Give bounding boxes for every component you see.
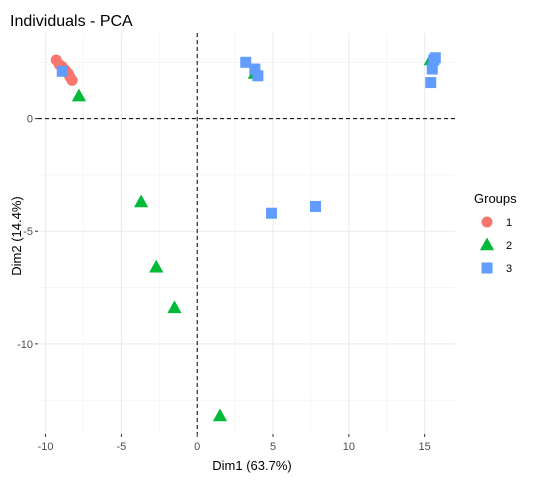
x-tick-label: 5 <box>270 441 276 453</box>
y-tick-label: -10 <box>17 339 33 351</box>
legend-label-group-3: 3 <box>506 263 512 275</box>
x-tick-label: 0 <box>194 441 200 453</box>
y-axis-title: Dim2 (14.4%) <box>9 196 24 275</box>
chart-title: Individuals - PCA <box>10 13 133 30</box>
legend-label-group-1: 1 <box>506 217 512 229</box>
legend-title: Groups <box>474 191 517 206</box>
data-point-group-3 <box>310 201 321 212</box>
data-point-group-1 <box>67 75 78 86</box>
legend: Groups 1 2 3 <box>474 191 517 275</box>
grid-lines <box>38 33 455 434</box>
data-point-group-2 <box>149 260 163 273</box>
legend-key-group-2 <box>480 238 494 251</box>
data-point-group-3 <box>430 52 441 63</box>
legend-key-group-3 <box>482 263 493 274</box>
x-tick-label: 10 <box>343 441 355 453</box>
x-tick-label: -10 <box>38 441 54 453</box>
x-tick-label: 15 <box>419 441 431 453</box>
legend-items: 1 2 3 <box>480 217 512 276</box>
x-axis-title: Dim1 (63.7%) <box>212 458 291 473</box>
legend-label-group-2: 2 <box>506 240 512 252</box>
data-point-group-2 <box>134 194 148 207</box>
y-tick-label: 0 <box>27 114 33 126</box>
data-points <box>51 52 441 421</box>
x-tick-label: -5 <box>117 441 127 453</box>
data-point-group-2 <box>213 408 227 421</box>
reference-lines <box>38 33 455 434</box>
data-point-group-2 <box>167 300 181 313</box>
data-point-group-2 <box>72 89 86 102</box>
y-tick-label: -5 <box>23 226 33 238</box>
data-point-group-3 <box>266 208 277 219</box>
legend-key-group-1 <box>482 217 493 228</box>
data-point-group-3 <box>425 77 436 88</box>
data-point-group-3 <box>252 70 263 81</box>
x-axis-ticks: -10 -5 0 5 10 15 <box>38 434 431 453</box>
data-point-group-3 <box>57 66 68 77</box>
